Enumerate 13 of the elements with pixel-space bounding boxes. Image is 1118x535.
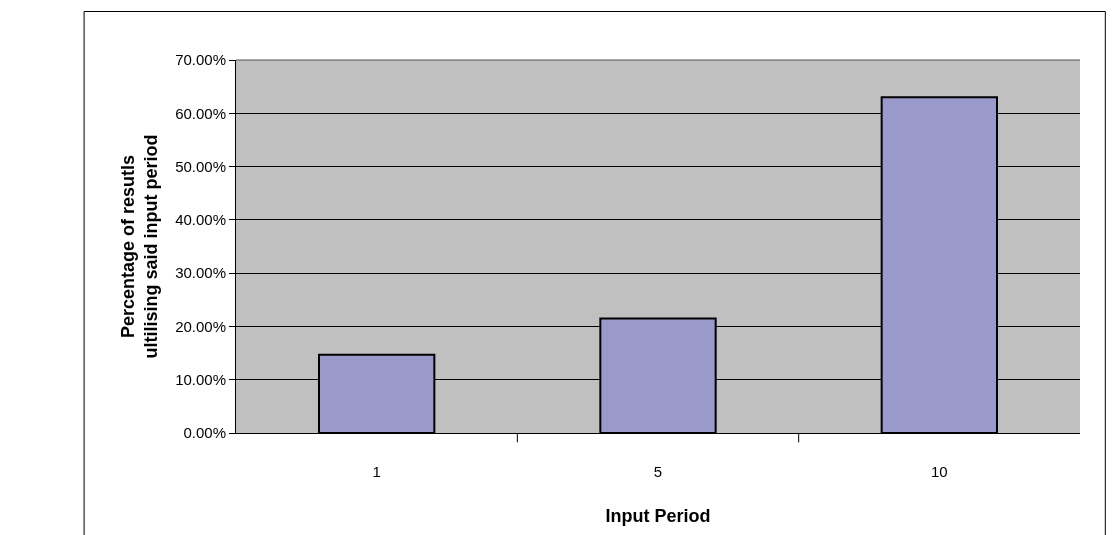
x-tick-label: 10 <box>930 463 948 480</box>
x-axis-title: Input Period <box>605 506 711 527</box>
y-tick-label: 70.00% <box>175 51 226 69</box>
y-tick-label: 0.00% <box>183 424 226 442</box>
y-tick-label: 40.00% <box>175 211 226 229</box>
y-tick-label: 60.00% <box>175 104 226 122</box>
y-tick-label: 50.00% <box>175 157 226 175</box>
x-tick-label: 5 <box>653 463 663 480</box>
y-tick-label: 10.00% <box>175 370 226 388</box>
y-tick-label: 20.00% <box>175 317 226 335</box>
y-tick-label: 30.00% <box>175 264 226 282</box>
x-tick-label: 1 <box>372 463 381 480</box>
y-axis-title: Percentage of resutls ultilising said input period <box>117 134 162 359</box>
